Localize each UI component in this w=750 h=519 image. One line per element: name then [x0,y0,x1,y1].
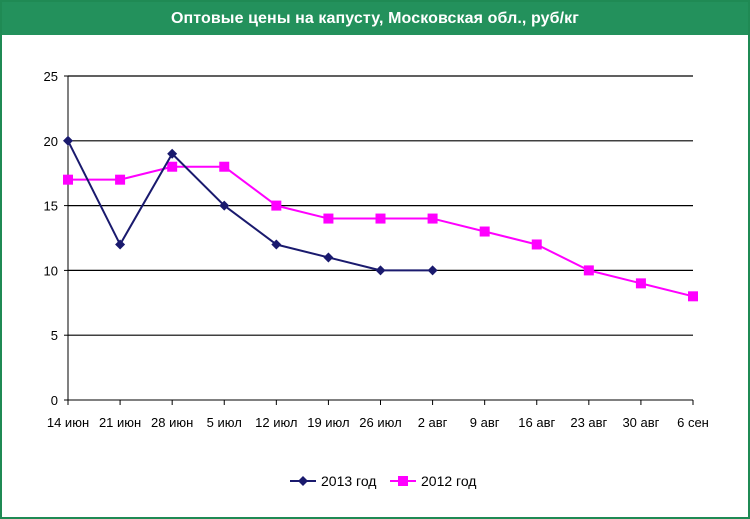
data-point [583,265,594,276]
y-tick-label: 25 [44,69,58,84]
data-point [635,278,646,289]
chart-header: Оптовые цены на капусту, Московская обл.… [2,2,748,35]
x-tick-label: 14 июн [47,415,89,430]
data-point [115,174,126,185]
x-tick-label: 2 авг [418,415,448,430]
data-point [479,226,490,237]
data-point [115,239,126,250]
data-point [375,213,386,224]
series-line [68,165,694,298]
data-point [219,161,230,172]
x-tick-label: 16 авг [518,415,555,430]
data-point [531,239,542,250]
x-tick-label: 26 июл [359,415,401,430]
data-point [219,200,230,211]
x-tick-label: 12 июл [255,415,297,430]
x-tick-label: 30 авг [622,415,659,430]
data-point [688,291,698,302]
y-tick-label: 20 [44,134,58,149]
chart-title: Оптовые цены на капусту, Московская обл.… [170,9,580,27]
data-point [323,252,334,263]
x-tick-label: 23 авг [570,415,607,430]
data-point [375,265,386,276]
legend-marker [298,476,308,486]
y-tick-label: 10 [44,263,58,278]
data-point [271,239,282,250]
x-tick-label: 28 июн [151,415,193,430]
series-line [67,140,433,272]
data-point [63,135,73,146]
x-tick-label: 6 сен [677,415,709,430]
data-point [167,161,178,172]
data-point [323,213,334,224]
data-point [427,265,438,276]
legend-label: 2012 год [421,473,476,489]
x-tick-label: 19 июл [307,415,349,430]
x-tick-label: 9 авг [470,415,500,430]
y-tick-label: 5 [51,328,58,343]
x-tick-label: 21 июн [99,415,141,430]
data-point [63,174,73,185]
legend-marker [398,476,408,486]
data-point [427,213,438,224]
data-point [271,200,282,211]
x-tick-label: 5 июл [207,415,242,430]
y-tick-label: 15 [44,199,58,214]
legend-label: 2013 год [321,473,376,489]
data-point [167,148,178,159]
y-tick-label: 0 [51,393,58,408]
